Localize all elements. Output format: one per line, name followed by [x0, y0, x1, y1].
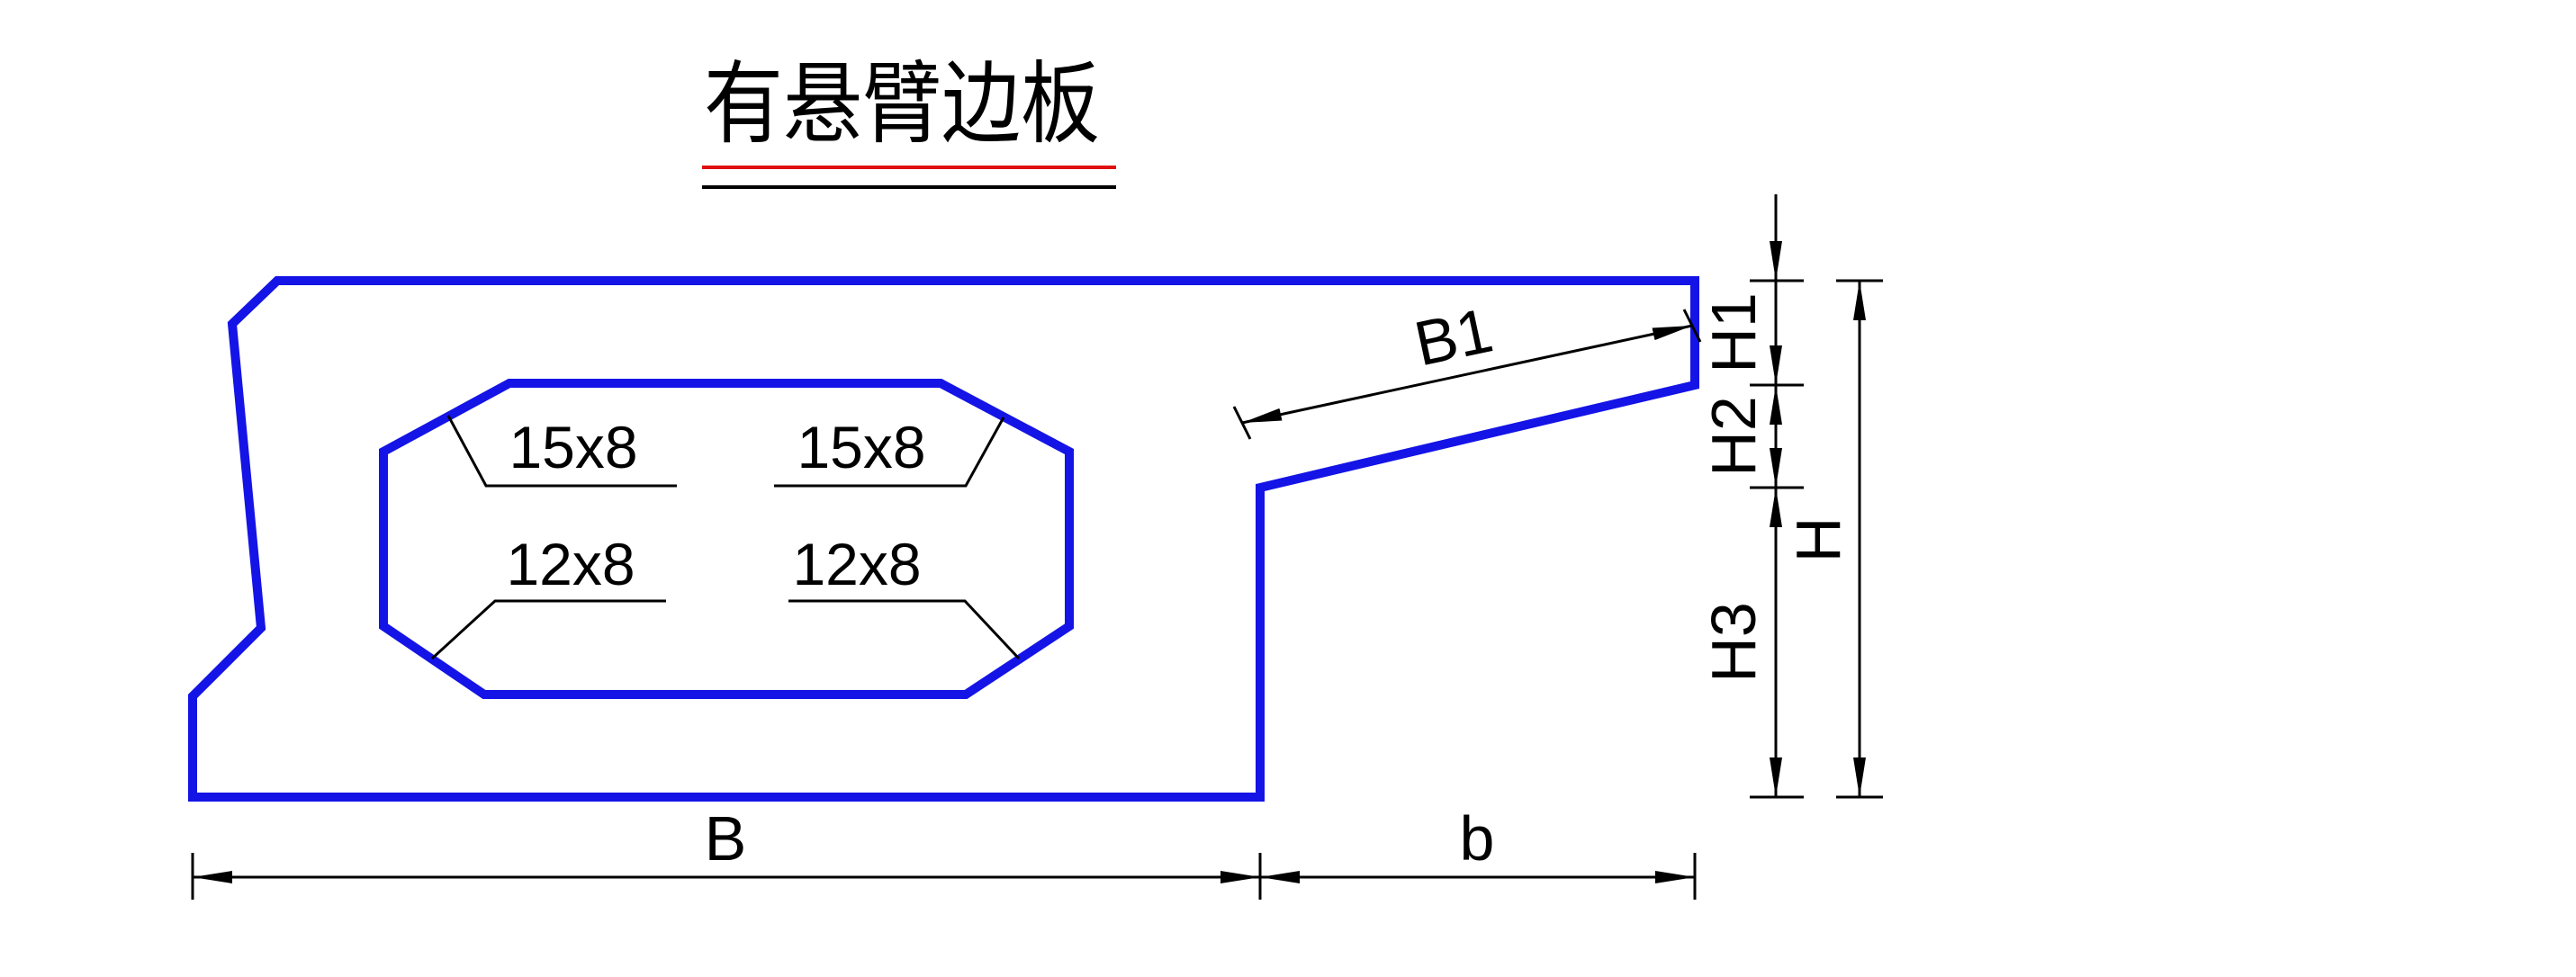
dimension-label-B: B: [705, 803, 747, 874]
chamfer-label-bottom-left: 12x8: [506, 531, 635, 597]
dimension-chain-H1-H2-H3: H1 H2 H3: [1698, 194, 1804, 799]
diagram-title: 有悬臂边板: [704, 51, 1100, 157]
chamfer-leader-bottom-left: [430, 599, 666, 660]
dimension-label-H1: H1: [1698, 292, 1769, 372]
chamfer-leader-bottom-right: [788, 599, 1021, 660]
chamfer-leader-top-left: [446, 415, 677, 488]
dimension-label-H3: H3: [1698, 602, 1769, 682]
dimension-label-H: H: [1783, 517, 1853, 563]
dimension-b: b: [1260, 803, 1697, 900]
dimension-B1: B1: [1232, 294, 1702, 440]
chamfer-label-bottom-right: 12x8: [792, 531, 921, 597]
dimension-label-H2: H2: [1698, 396, 1769, 476]
dimension-B: B: [191, 803, 1262, 900]
chamfer-leader-top-right: [774, 417, 1005, 488]
dimension-label-B1: B1: [1409, 294, 1499, 379]
chamfer-label-top-left: 15x8: [509, 414, 637, 480]
dimension-label-b: b: [1460, 803, 1495, 874]
dimension-H: H: [1783, 279, 1883, 799]
slab-hollow-outline: [379, 379, 1074, 699]
chamfer-label-top-right: 15x8: [797, 414, 925, 480]
